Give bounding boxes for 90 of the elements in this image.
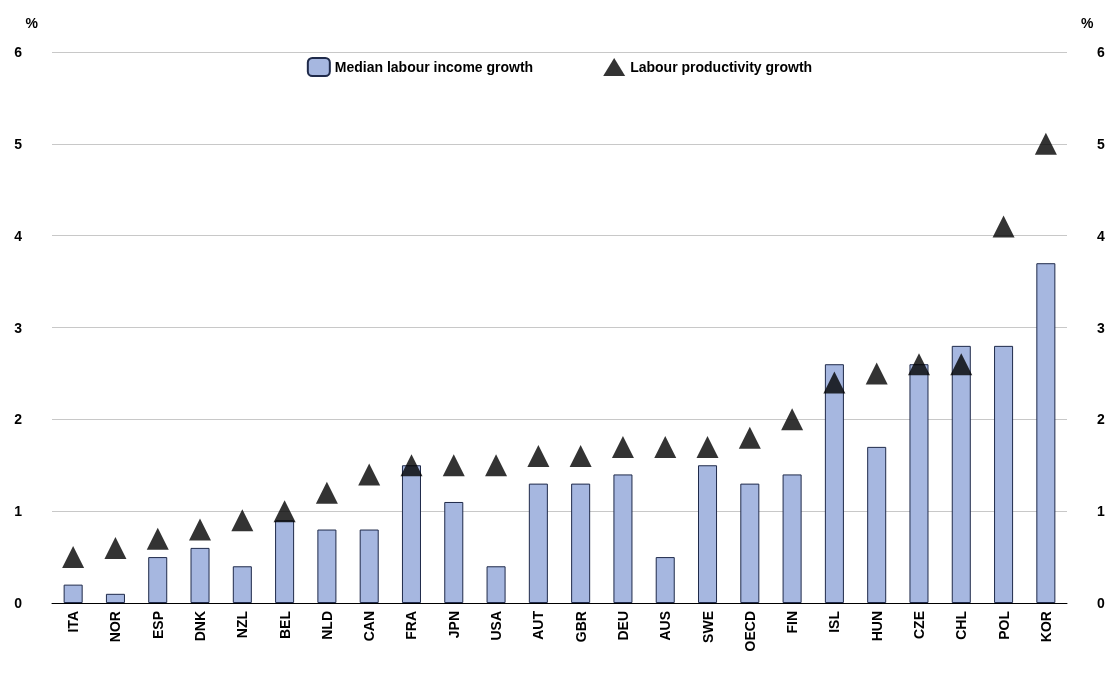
point	[907, 353, 930, 376]
bar	[613, 474, 633, 603]
x-tick-label: BEL	[276, 610, 293, 639]
bar	[275, 520, 295, 603]
x-tick-label: DEU	[614, 611, 631, 641]
y-tick-label: 4	[14, 227, 23, 244]
point	[527, 445, 550, 468]
bar	[698, 465, 718, 603]
y2-tick-label: 5	[1097, 135, 1105, 152]
y2-tick-label: 2	[1097, 411, 1105, 428]
legend-label: Median labour income growth	[334, 59, 534, 75]
bar	[824, 364, 844, 603]
point	[442, 454, 465, 477]
bar	[867, 446, 887, 603]
x-tick-label: NOR	[107, 611, 124, 643]
y-axis-title: %	[25, 15, 39, 31]
point	[485, 454, 508, 477]
y-tick-label: 2	[14, 411, 23, 428]
bar	[528, 483, 548, 603]
x-tick-label: SWE	[699, 611, 716, 643]
point	[654, 435, 677, 458]
x-tick-label: GBR	[572, 611, 589, 643]
point	[62, 546, 85, 569]
x-tick-label: HUN	[868, 611, 885, 642]
bar	[486, 566, 506, 603]
bar	[444, 501, 464, 603]
point	[781, 408, 804, 431]
bar	[190, 547, 210, 603]
x-tick-label: CHL	[953, 610, 970, 640]
point	[992, 215, 1015, 238]
point	[273, 500, 296, 523]
y2-tick-label: 3	[1097, 319, 1105, 336]
point	[146, 527, 169, 550]
x-tick-label: CZE	[910, 611, 927, 639]
x-tick-label: CAN	[361, 611, 378, 642]
bar	[359, 529, 379, 603]
point	[104, 536, 127, 559]
x-tick-label: POL	[995, 610, 1012, 640]
y2-tick-label: 0	[1097, 595, 1105, 611]
point	[696, 435, 719, 458]
bar	[148, 557, 168, 603]
y-tick-label: 6	[14, 44, 23, 60]
bar	[571, 483, 591, 603]
bar	[909, 364, 929, 603]
point	[950, 353, 973, 376]
bar	[317, 529, 337, 603]
x-tick-label: USA	[488, 611, 505, 641]
y2-tick-label: 4	[1097, 227, 1105, 244]
bar	[105, 593, 125, 603]
bar	[232, 566, 252, 603]
point	[823, 371, 846, 394]
x-tick-label: OECD	[741, 611, 758, 652]
bar	[1036, 263, 1056, 603]
bar	[740, 483, 760, 603]
point	[189, 518, 212, 541]
point	[865, 362, 888, 385]
x-tick-label: JPN	[445, 611, 462, 639]
x-tick-label: ESP	[149, 611, 166, 640]
bar	[655, 557, 675, 603]
point	[400, 454, 423, 477]
x-tick-label: DNK	[192, 611, 209, 642]
x-tick-label: AUS	[657, 611, 674, 641]
y-tick-label: 0	[14, 595, 23, 611]
x-tick-label: NLD	[318, 611, 335, 640]
y2-tick-label: 6	[1097, 44, 1105, 60]
y2-tick-label: 1	[1097, 503, 1105, 520]
bar	[994, 345, 1014, 603]
point	[738, 426, 761, 449]
y-tick-label: 3	[14, 319, 23, 336]
x-tick-label: FRA	[403, 611, 420, 640]
x-tick-label: AUT	[530, 610, 547, 640]
y-tick-label: 5	[14, 135, 23, 152]
point	[231, 509, 254, 532]
x-tick-label: KOR	[1037, 611, 1054, 643]
bar	[63, 584, 83, 603]
point	[315, 481, 338, 504]
point	[358, 463, 381, 486]
y-tick-label: 1	[14, 503, 23, 520]
bar	[782, 474, 802, 603]
x-tick-label: NZL	[234, 610, 251, 639]
x-tick-label: ITA	[65, 611, 82, 633]
point	[569, 445, 592, 468]
legend-label: Labour productivity growth	[630, 59, 813, 75]
point	[611, 435, 634, 458]
y2-axis-title: %	[1081, 15, 1094, 31]
x-tick-label: FIN	[784, 611, 801, 634]
bar	[401, 465, 421, 603]
point	[1034, 132, 1057, 155]
x-tick-label: ISL	[826, 610, 843, 633]
bar	[951, 345, 971, 603]
